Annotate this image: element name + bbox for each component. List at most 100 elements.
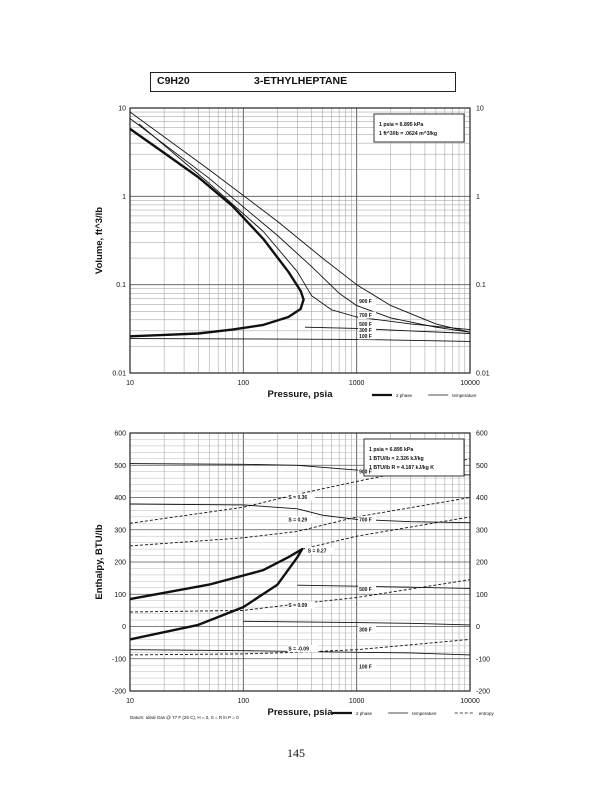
x-tick-label: 1000 [349, 698, 365, 705]
curve-label-bg [358, 516, 377, 524]
compound-name: 3-ETHYLHEPTANE [254, 75, 348, 87]
y-axis-label: Volume, ft^3/lb [94, 207, 105, 274]
x-tick-label: 10000 [460, 698, 480, 705]
y-tick-label-left: 10 [118, 106, 126, 113]
x-tick-label: 100 [237, 698, 249, 705]
y-tick-label-left: 300 [114, 527, 126, 534]
legend-label: temperature [412, 711, 437, 716]
curve-label-bg [287, 601, 316, 609]
y-tick-label-left: 100 [114, 592, 126, 599]
curve-label-bg [287, 516, 316, 524]
unit-note-line: 1 psia = 6.895 kPa [379, 122, 423, 128]
entropy-line [129, 638, 471, 656]
y-tick-label-left: 0.1 [116, 282, 126, 289]
temperature-isotherm [129, 503, 471, 524]
temperature-isotherm [243, 620, 471, 626]
curve-label: 900 F [359, 469, 372, 475]
curve-label: 100 F [359, 664, 372, 670]
entropy-line [301, 516, 471, 550]
enthalpy-chart [129, 432, 475, 715]
datum-note: Datum: Ideal Gas @ 77 F (25 C), H = 0, S… [130, 715, 239, 720]
y-tick-label-right: 400 [476, 495, 488, 502]
legend-label: 2 phase [356, 711, 373, 716]
temperature-isotherm [129, 111, 471, 333]
compound-formula: C9H20 [157, 75, 190, 87]
y-tick-label-right: 0.01 [476, 371, 490, 378]
y-tick-label-right: 10 [476, 106, 484, 113]
y-tick-label-right: 300 [476, 527, 488, 534]
curve-label-bg [358, 320, 377, 328]
x-axis-label: Pressure, psia [268, 707, 334, 718]
two-phase-envelope [129, 547, 304, 641]
temperature-isotherm [129, 118, 471, 333]
two-phase-envelope [129, 127, 305, 338]
curve-label: S = 0.09 [288, 603, 307, 609]
compound-title-box: C9H20 3-ETHYLHEPTANE [150, 72, 456, 92]
curve-label-bg [287, 645, 319, 653]
curve-label-bg [358, 326, 377, 334]
curve-label: 100 F [359, 334, 372, 340]
curve-label-bg [287, 493, 316, 501]
y-tick-label-right: 0.1 [476, 282, 486, 289]
curve-label: S = 0.36 [288, 495, 307, 501]
curve-label-bg [358, 297, 377, 305]
curve-label-bg [306, 546, 335, 554]
unit-note-box [373, 113, 465, 143]
curve-label: 700 F [359, 518, 372, 524]
x-axis-label: Pressure, psia [268, 389, 334, 400]
x-tick-label: 1000 [349, 380, 365, 387]
curve-label-bg [358, 585, 377, 593]
curve-label: 300 F [359, 627, 372, 633]
unit-note-box [363, 438, 465, 477]
unit-note-line: 1 ft^3/lb = .0624 m^3/kg [379, 131, 437, 137]
unit-note-line: 1 BTU/lb R = 4.187 kJ/kg K [369, 465, 434, 471]
curve-label-bg [358, 625, 377, 633]
y-tick-label-right: 600 [476, 431, 488, 438]
y-tick-label-right: 1 [476, 194, 480, 201]
y-tick-label-right: -100 [476, 656, 490, 663]
legend-label: temperature [452, 393, 477, 398]
curve-label: S = -0.09 [288, 647, 309, 653]
temperature-isotherm [304, 326, 471, 334]
volume-chart [129, 107, 471, 397]
y-tick-label-left: 1 [122, 194, 126, 201]
curve-label: S = 0.27 [308, 548, 327, 554]
curve-label-bg [358, 332, 377, 340]
legend-label: entropy [479, 711, 495, 716]
y-tick-label-left: -200 [112, 689, 126, 696]
y-tick-label-left: 200 [114, 560, 126, 567]
x-tick-label: 100 [237, 380, 249, 387]
curve-label-bg [358, 662, 377, 670]
y-tick-label-right: 100 [476, 592, 488, 599]
y-tick-label-left: 600 [114, 431, 126, 438]
entropy-line [129, 497, 471, 547]
y-tick-label-left: 500 [114, 463, 126, 470]
x-tick-label: 10 [126, 698, 134, 705]
curve-label: 500 F [359, 322, 372, 328]
curve-label-bg [358, 311, 377, 319]
temperature-isotherm [129, 338, 471, 342]
curve-label: 500 F [359, 587, 372, 593]
curve-label: 300 F [359, 328, 372, 334]
y-tick-label-right: 200 [476, 560, 488, 567]
y-tick-label-left: 0 [122, 624, 126, 631]
y-axis-label: Enthalpy, BTU/lb [94, 524, 105, 599]
y-tick-label-left: 400 [114, 495, 126, 502]
legend-label: 2 phase [396, 393, 413, 398]
y-tick-label-left: 0.01 [112, 371, 126, 378]
y-tick-label-right: 500 [476, 463, 488, 470]
curve-label: S = 0.29 [288, 518, 307, 524]
temperature-isotherm [138, 123, 471, 331]
curve-label: 700 F [359, 313, 372, 319]
unit-note-line: 1 psia = 6.895 kPa [369, 447, 413, 453]
x-tick-label: 10000 [460, 380, 480, 387]
temperature-isotherm [297, 584, 471, 589]
temperature-isotherm [129, 649, 471, 656]
unit-note-line: 1 BTU/lb = 2.326 kJ/kg [369, 456, 424, 462]
curve-label: 900 F [359, 299, 372, 305]
plot-frame [129, 107, 471, 374]
y-tick-label-right: -200 [476, 689, 490, 696]
y-tick-label-left: -100 [112, 656, 126, 663]
x-tick-label: 10 [126, 380, 134, 387]
